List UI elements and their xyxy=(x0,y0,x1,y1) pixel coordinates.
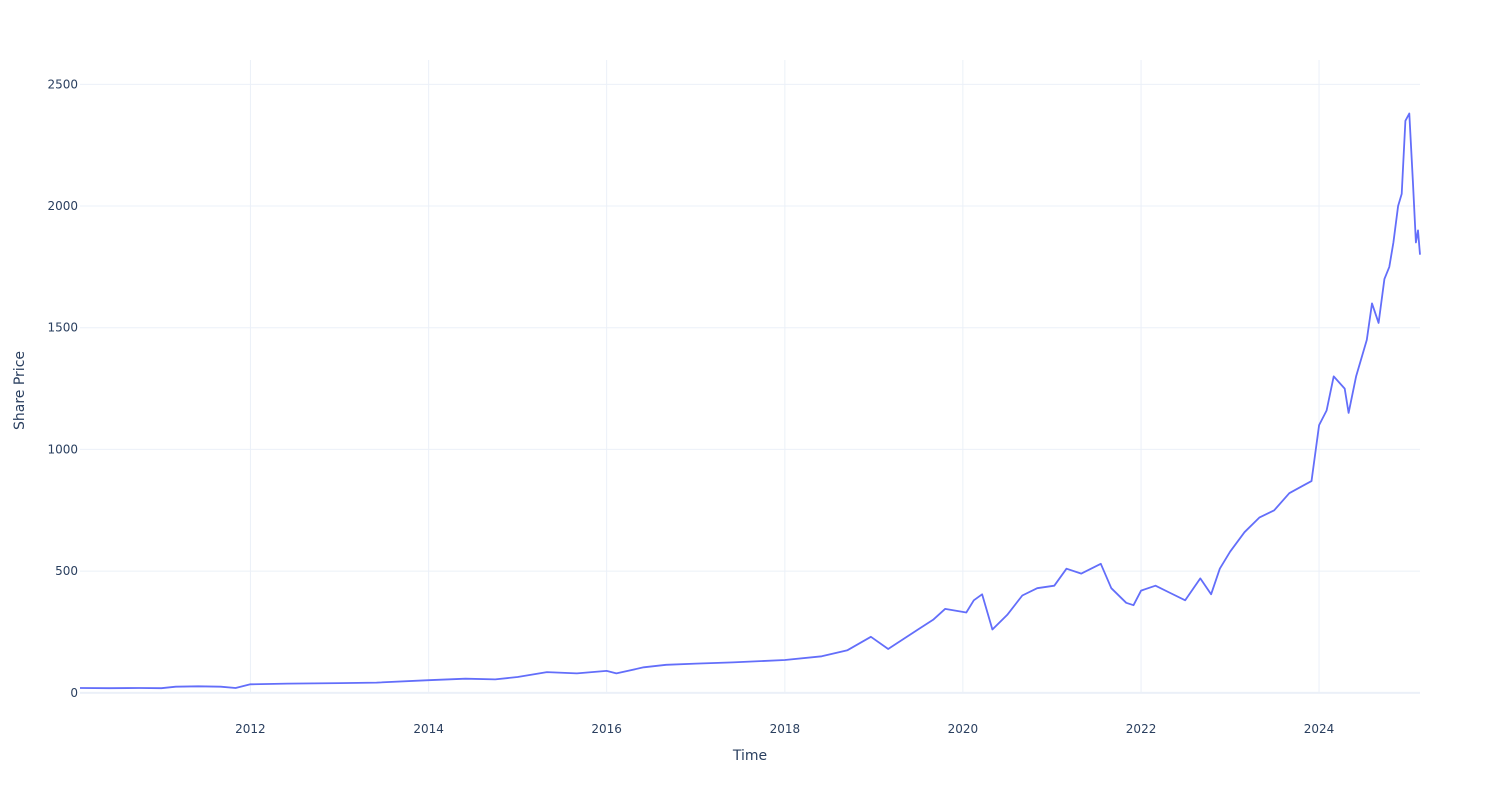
y-tick-label: 500 xyxy=(55,564,78,578)
x-tick-label: 2020 xyxy=(948,722,979,736)
x-axis-title: Time xyxy=(732,748,767,764)
y-axis-title: Share Price xyxy=(12,351,28,430)
x-axis-ticks: 2012 2014 2016 2018 2020 2022 2024 xyxy=(235,722,1334,736)
y-tick-label: 0 xyxy=(70,686,78,700)
y-tick-label: 2500 xyxy=(47,77,78,91)
x-tick-label: 2014 xyxy=(413,722,444,736)
x-tick-label: 2016 xyxy=(591,722,622,736)
x-tick-label: 2012 xyxy=(235,722,266,736)
x-tick-label: 2022 xyxy=(1126,722,1157,736)
series-layer xyxy=(79,112,1421,690)
y-tick-label: 1500 xyxy=(47,321,78,335)
x-tick-label: 2024 xyxy=(1304,722,1335,736)
y-tick-label: 2000 xyxy=(47,199,78,213)
x-tick-label: 2018 xyxy=(770,722,801,736)
share-price-line xyxy=(79,112,1421,690)
y-axis-ticks: 0 500 1000 1500 2000 2500 xyxy=(47,77,78,699)
grid-lines xyxy=(80,60,1420,694)
y-tick-label: 1000 xyxy=(47,442,78,456)
